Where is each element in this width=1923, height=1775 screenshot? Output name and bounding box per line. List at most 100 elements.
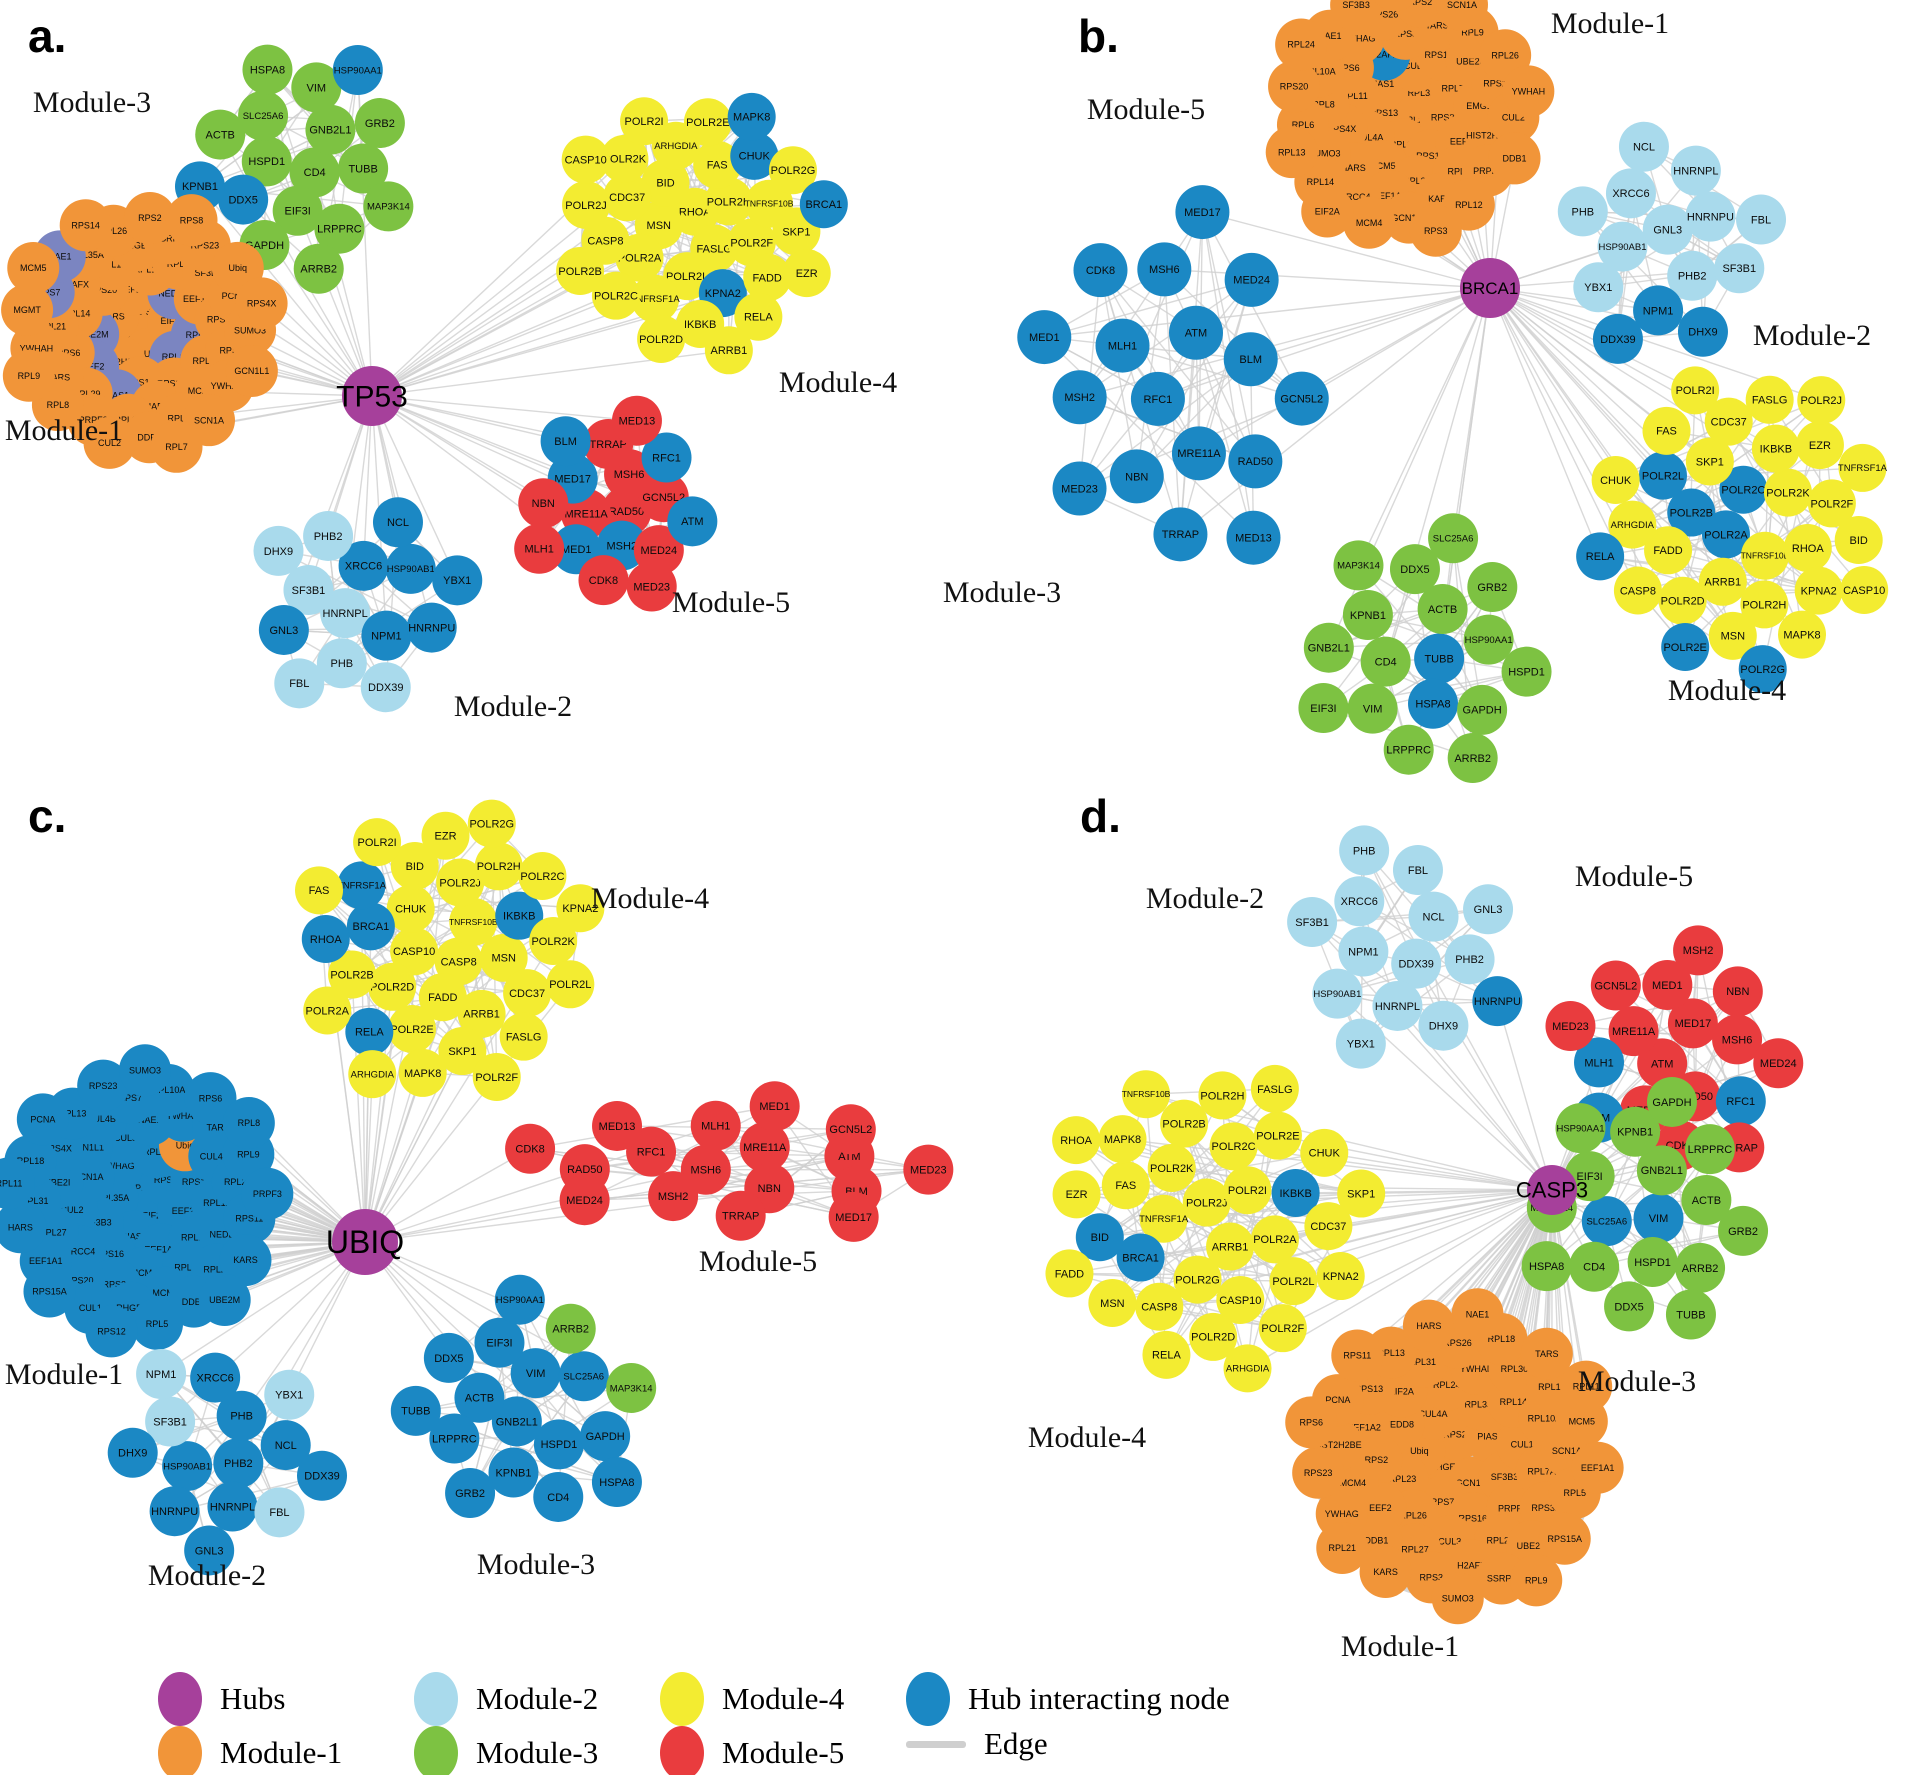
node-RELA[interactable] (345, 1007, 394, 1056)
node-HSP90AB1[interactable] (1597, 221, 1648, 272)
node-GRB2[interactable] (1467, 562, 1518, 613)
node-TNFRSF1A[interactable] (337, 861, 386, 910)
node-POLR2K[interactable] (529, 917, 578, 966)
node-PHB2[interactable] (303, 510, 354, 561)
node-RPL24[interactable] (1275, 18, 1328, 71)
node-FBL[interactable] (1736, 194, 1787, 245)
node-MSH2[interactable] (1052, 370, 1107, 425)
node-POLR2K[interactable] (1147, 1144, 1196, 1193)
node-TUBB[interactable] (1665, 1289, 1716, 1340)
node-POLR2F[interactable] (472, 1052, 521, 1101)
node-EZR[interactable] (1795, 421, 1844, 470)
node-HSP90AB1[interactable] (1312, 968, 1363, 1019)
node-CDC37[interactable] (503, 969, 552, 1018)
node-MAPK8[interactable] (1098, 1115, 1147, 1164)
node-NCL[interactable] (260, 1420, 311, 1471)
node-MED13[interactable] (1226, 510, 1281, 565)
node-XRCC6[interactable] (190, 1352, 241, 1403)
node-SF3B3[interactable] (1330, 0, 1383, 31)
node-RPS15A[interactable] (1538, 1512, 1591, 1565)
node-DHX9[interactable] (1677, 306, 1728, 357)
node-RPS6[interactable] (184, 1072, 237, 1125)
node-FBL[interactable] (254, 1487, 305, 1538)
node-ATM[interactable] (1637, 1038, 1688, 1089)
node-VIM[interactable] (291, 62, 342, 113)
node-RHOA[interactable] (301, 914, 350, 963)
node-BID[interactable] (1834, 516, 1883, 565)
node-FAS[interactable] (1642, 406, 1691, 455)
node-HNRNPL[interactable] (1372, 980, 1423, 1031)
node-CD4[interactable] (1360, 636, 1411, 687)
node-YBX1[interactable] (264, 1369, 315, 1420)
node-CDK8[interactable] (505, 1123, 556, 1174)
node-YWHAH[interactable] (1502, 65, 1555, 118)
node-MLH1[interactable] (1095, 318, 1150, 373)
node-FBL[interactable] (274, 658, 325, 709)
node-MED17[interactable] (828, 1191, 879, 1242)
node-RPS20[interactable] (1268, 60, 1321, 113)
node-HSPD1[interactable] (1501, 646, 1552, 697)
node-CDC37[interactable] (1304, 1202, 1353, 1251)
node-NCL[interactable] (1408, 891, 1459, 942)
node-DDX5[interactable] (423, 1332, 474, 1383)
node-POLR2I[interactable] (620, 97, 669, 146)
node-MSN[interactable] (1708, 611, 1757, 660)
node-POLR2L[interactable] (546, 960, 595, 1009)
node-LRPPRC[interactable] (1383, 724, 1434, 775)
node-HNRNPU[interactable] (149, 1486, 200, 1537)
node-RPS4X[interactable] (235, 277, 288, 330)
node-RFC1[interactable] (641, 432, 692, 483)
node-HSPA8[interactable] (1521, 1241, 1572, 1292)
node-SCN1A[interactable] (1435, 0, 1488, 31)
node-EZR[interactable] (1052, 1170, 1101, 1219)
node-FASLG[interactable] (1250, 1064, 1299, 1113)
node-TARS[interactable] (1520, 1327, 1573, 1380)
node-ATM[interactable] (667, 496, 718, 547)
node-ARRB2[interactable] (293, 243, 344, 294)
node-TUBB[interactable] (390, 1385, 441, 1436)
node-DHX9[interactable] (1418, 1000, 1469, 1051)
node-GAPDH[interactable] (1457, 684, 1508, 735)
node-CUL2[interactable] (83, 416, 136, 469)
node-POLR2B[interactable] (1160, 1099, 1209, 1148)
node-BID[interactable] (1075, 1213, 1124, 1262)
node-ARHGDIA[interactable] (1608, 500, 1657, 549)
node-MED23[interactable] (1545, 1001, 1596, 1052)
node-POLR2C[interactable] (591, 271, 640, 320)
node-SKP1[interactable] (1685, 437, 1734, 486)
node-ACTB[interactable] (1417, 584, 1468, 635)
node-GCN5L2[interactable] (1590, 960, 1641, 1011)
node-POLR2I[interactable] (353, 818, 402, 867)
node-MED1[interactable] (1642, 960, 1693, 1011)
node-POLR2H[interactable] (704, 177, 753, 226)
node-TNFRSF10B[interactable] (1122, 1070, 1171, 1119)
node-RPS23[interactable] (77, 1059, 130, 1112)
node-RPL8[interactable] (222, 1097, 275, 1150)
node-RHOA[interactable] (1052, 1116, 1101, 1165)
node-BRCA1[interactable] (1116, 1233, 1165, 1282)
node-EIF3I[interactable] (272, 185, 323, 236)
node-BID[interactable] (641, 158, 690, 207)
node-MED13[interactable] (592, 1100, 643, 1151)
node-HNRNPL[interactable] (207, 1481, 258, 1532)
node-MAPK8[interactable] (398, 1048, 447, 1097)
node-GCN5L2[interactable] (1274, 371, 1329, 426)
node-MED23[interactable] (903, 1144, 954, 1195)
node-MED24[interactable] (1224, 252, 1279, 307)
node-HNRNPU[interactable] (406, 602, 457, 653)
node-CDC37[interactable] (603, 173, 652, 222)
node-POLR2A[interactable] (1250, 1215, 1299, 1264)
node-ARHGDIA[interactable] (348, 1050, 397, 1099)
node-GRB2[interactable] (354, 98, 405, 149)
node-HSPA8[interactable] (1408, 678, 1459, 729)
node-BRCA1[interactable] (799, 180, 848, 229)
node-POLR2B[interactable] (1667, 488, 1716, 537)
node-SF3B1[interactable] (1287, 896, 1338, 947)
node-YBX1[interactable] (1573, 262, 1624, 313)
node-BID[interactable] (390, 842, 439, 891)
node-TNFRSF1A[interactable] (1838, 443, 1887, 492)
node-KPNB1[interactable] (488, 1447, 539, 1498)
node-SF3B1[interactable] (145, 1396, 196, 1447)
node-LRPPRC[interactable] (314, 203, 365, 254)
node-MAP3K14[interactable] (606, 1362, 657, 1413)
